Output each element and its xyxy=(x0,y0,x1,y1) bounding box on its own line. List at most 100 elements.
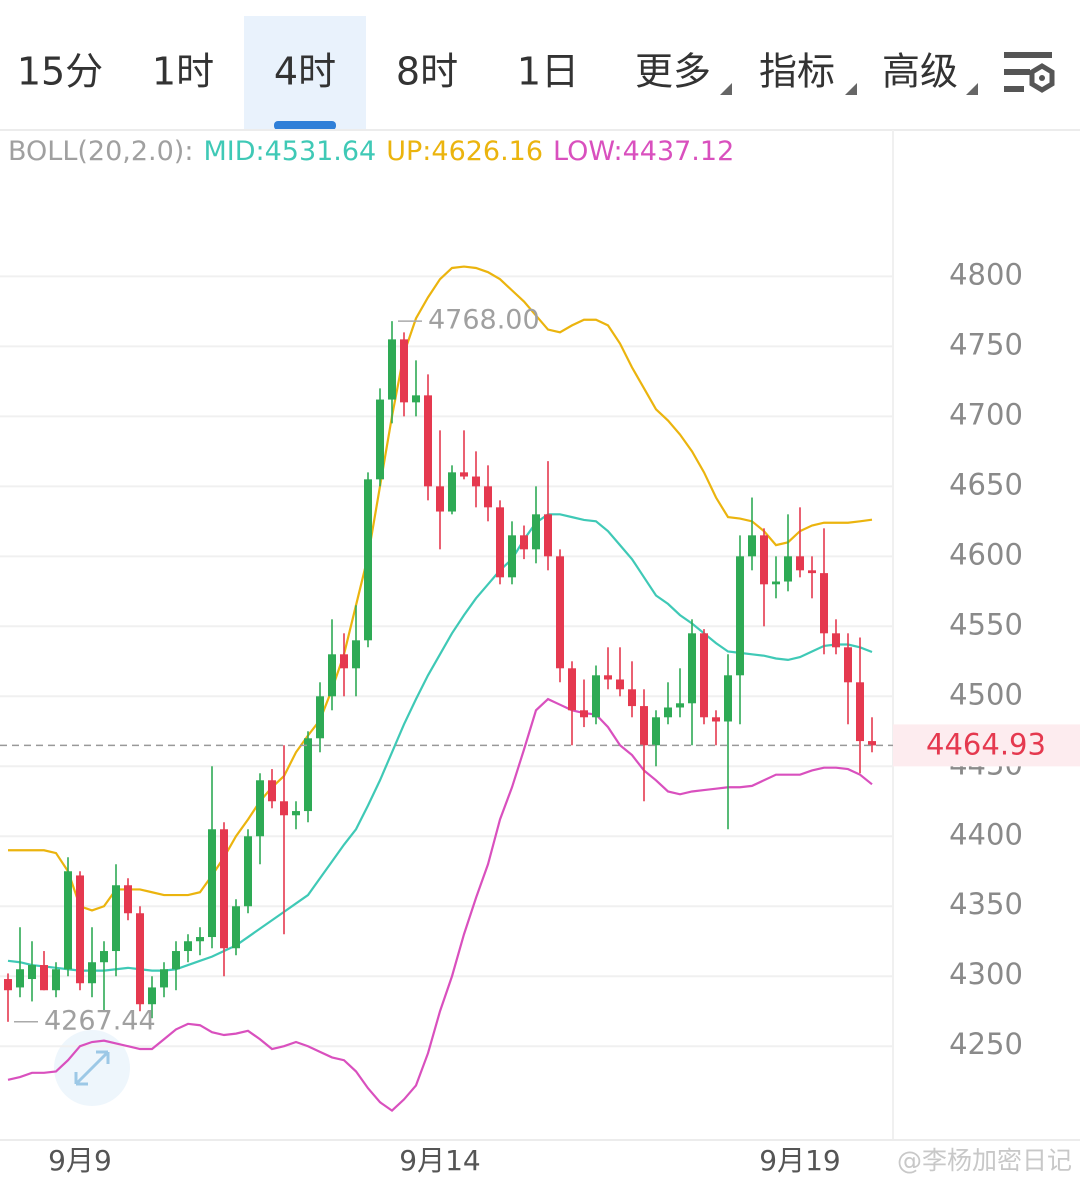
legend-entry: LOW:4437.12 xyxy=(553,136,734,167)
candle-body xyxy=(544,514,552,557)
dropdown-arrows xyxy=(720,83,978,95)
legend-entry: UP:4626.16 xyxy=(386,136,543,167)
candle-body xyxy=(472,476,480,487)
candle-body xyxy=(136,913,144,1005)
y-tick-label: 4750 xyxy=(949,327,1023,361)
annotation-label: 4267.44 xyxy=(44,1005,156,1036)
x-tick-label: 9月14 xyxy=(399,1144,480,1177)
candle-body xyxy=(760,535,768,585)
candle-body xyxy=(868,741,876,746)
candle-body xyxy=(640,706,648,746)
candle-body xyxy=(4,979,12,991)
active-tab-bg xyxy=(244,16,366,130)
candle-body xyxy=(112,885,120,952)
candle-body xyxy=(556,556,564,669)
boll-line xyxy=(7,513,873,972)
candle-body xyxy=(208,829,216,938)
candle-body xyxy=(604,675,612,680)
candle-body xyxy=(244,836,252,907)
y-tick-label: 4550 xyxy=(949,607,1023,641)
candle-body xyxy=(460,472,468,477)
candle-body xyxy=(412,395,420,403)
candle-body xyxy=(424,395,432,487)
candle-body xyxy=(436,486,444,512)
candle-body xyxy=(736,556,744,676)
candle-body xyxy=(856,682,864,742)
y-tick-label: 4600 xyxy=(949,537,1023,571)
candle-body xyxy=(820,573,828,634)
y-tick-label: 4800 xyxy=(949,257,1023,291)
x-tick-label: 9月9 xyxy=(48,1144,112,1177)
candle-body xyxy=(388,339,396,400)
y-tick-label: 4400 xyxy=(949,817,1023,851)
candle-body xyxy=(28,965,36,980)
candle-body xyxy=(52,969,60,991)
candle-body xyxy=(64,871,72,970)
candle-body xyxy=(76,875,84,984)
candle-body xyxy=(676,703,684,708)
candle-body xyxy=(172,951,180,970)
boll-line xyxy=(8,265,873,912)
candle-body xyxy=(220,829,228,949)
candle-body xyxy=(328,654,336,697)
boll-line xyxy=(7,697,873,1113)
candle-body xyxy=(100,951,108,963)
expand-icon[interactable] xyxy=(54,1030,130,1106)
candle-body xyxy=(88,962,96,984)
candle-body xyxy=(184,941,192,952)
timeframe-tab[interactable]: 更多 xyxy=(635,50,711,94)
candle-body xyxy=(148,987,156,1005)
y-tick-label: 4700 xyxy=(949,397,1023,431)
candle-body xyxy=(376,399,384,480)
candle-body xyxy=(616,679,624,690)
candle-body xyxy=(316,696,324,739)
candle-body xyxy=(340,654,348,669)
timeframe-tab[interactable]: 8时 xyxy=(396,50,458,94)
candle-body xyxy=(40,965,48,991)
candle-body xyxy=(256,780,264,837)
watermark: @李杨加密日记 xyxy=(897,1146,1072,1175)
candle-body xyxy=(712,717,720,722)
candle-body xyxy=(448,472,456,512)
last-price-box xyxy=(893,724,1080,767)
timeframe-tab[interactable]: 1日 xyxy=(517,50,579,94)
y-tick-label: 4350 xyxy=(949,887,1023,921)
timeframe-tab[interactable]: 4时 xyxy=(274,50,336,94)
candle-body xyxy=(844,647,852,683)
legend-entry: MID:4531.64 xyxy=(203,136,376,167)
timeframe-tab[interactable]: 指标 xyxy=(759,50,835,94)
last-price-label: 4464.93 xyxy=(926,727,1046,761)
candle-body xyxy=(232,906,240,949)
candle-body xyxy=(496,507,504,578)
candle-body xyxy=(400,339,408,403)
candle-body xyxy=(124,885,132,914)
candle-body xyxy=(808,570,816,574)
candle-body xyxy=(772,581,780,585)
candle-body xyxy=(580,710,588,718)
timeframe-tab[interactable]: 高级 xyxy=(882,50,958,94)
indicator-label: BOLL(20,2.0): xyxy=(8,136,193,167)
candle-body xyxy=(724,675,732,722)
candle-body xyxy=(652,717,660,746)
timeframe-tab[interactable]: 15分 xyxy=(17,50,103,94)
y-tick-label: 4500 xyxy=(949,677,1023,711)
y-tick-label: 4300 xyxy=(949,957,1023,991)
candle-body xyxy=(796,556,804,571)
candle-body xyxy=(532,514,540,550)
candle-body xyxy=(196,937,204,942)
annotation-label: 4768.00 xyxy=(428,305,540,336)
candle-body xyxy=(364,479,372,641)
y-tick-label: 4250 xyxy=(949,1027,1023,1061)
timeframe-tab[interactable]: 1时 xyxy=(152,50,214,94)
candle-body xyxy=(568,668,576,711)
candle-body xyxy=(280,801,288,816)
settings-icon[interactable] xyxy=(1004,52,1055,93)
candle-body xyxy=(664,707,672,718)
x-tick-label: 9月19 xyxy=(759,1144,840,1177)
candle-body xyxy=(292,811,300,816)
candle-body xyxy=(832,633,840,648)
candle-body xyxy=(700,633,708,718)
candle-body xyxy=(268,780,276,802)
